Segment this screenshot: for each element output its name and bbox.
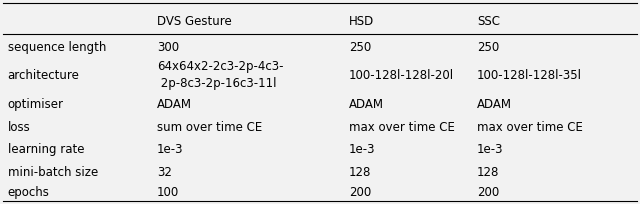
Text: loss: loss: [8, 121, 31, 134]
Text: 1e-3: 1e-3: [157, 143, 183, 156]
Text: architecture: architecture: [8, 69, 79, 82]
Text: 1e-3: 1e-3: [477, 143, 503, 156]
Text: 250: 250: [477, 41, 499, 54]
Text: ADAM: ADAM: [157, 98, 192, 111]
Text: HSD: HSD: [349, 15, 374, 28]
Text: 100-128l-128l-20l: 100-128l-128l-20l: [349, 69, 454, 82]
Text: 128: 128: [477, 166, 499, 179]
Text: optimiser: optimiser: [8, 98, 64, 111]
Text: ADAM: ADAM: [477, 98, 512, 111]
Text: 200: 200: [477, 186, 499, 199]
Text: epochs: epochs: [8, 186, 49, 199]
Text: mini-batch size: mini-batch size: [8, 166, 98, 179]
Text: 300: 300: [157, 41, 179, 54]
Text: DVS Gesture: DVS Gesture: [157, 15, 232, 28]
Text: 100-128l-128l-35l: 100-128l-128l-35l: [477, 69, 582, 82]
Text: 64x64x2-2c3-2p-4c3-
 2p-8c3-2p-16c3-11l: 64x64x2-2c3-2p-4c3- 2p-8c3-2p-16c3-11l: [157, 60, 284, 91]
Text: 1e-3: 1e-3: [349, 143, 375, 156]
Text: 100: 100: [157, 186, 179, 199]
Text: 128: 128: [349, 166, 371, 179]
Text: SSC: SSC: [477, 15, 500, 28]
Text: max over time CE: max over time CE: [349, 121, 454, 134]
Text: 32: 32: [157, 166, 172, 179]
Text: 200: 200: [349, 186, 371, 199]
Text: learning rate: learning rate: [8, 143, 84, 156]
Text: sequence length: sequence length: [8, 41, 106, 54]
Text: max over time CE: max over time CE: [477, 121, 582, 134]
Text: ADAM: ADAM: [349, 98, 384, 111]
Text: 250: 250: [349, 41, 371, 54]
Text: sum over time CE: sum over time CE: [157, 121, 262, 134]
